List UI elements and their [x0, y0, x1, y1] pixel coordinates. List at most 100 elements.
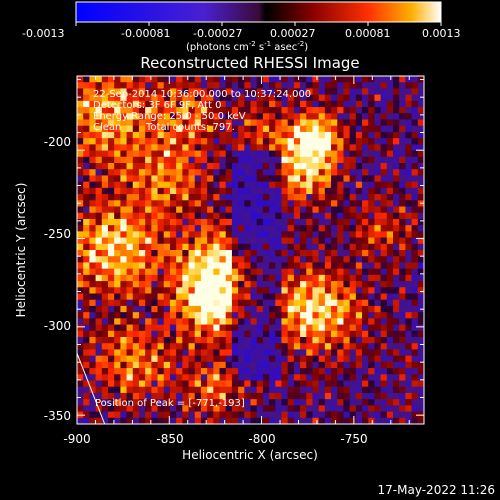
heatmap-cell — [138, 82, 146, 89]
heatmap-cell — [194, 225, 202, 232]
heatmap-cell — [405, 343, 413, 350]
heatmap-cell — [207, 361, 214, 369]
heatmap-cell — [349, 417, 357, 424]
heatmap-cell — [362, 138, 369, 145]
heatmap-cell — [219, 125, 227, 133]
heatmap-cell — [151, 343, 158, 350]
heatmap-cell — [176, 194, 183, 201]
heatmap-cell — [324, 125, 332, 133]
heatmap-cell — [417, 150, 424, 158]
heatmap-cell — [89, 337, 96, 344]
heatmap-cell — [213, 225, 220, 232]
info-detectors: Detectors: 3F 6F 9F, Att 0 — [93, 100, 221, 111]
heatmap-cell — [194, 299, 202, 307]
heatmap-cell — [405, 318, 413, 325]
heatmap-cell — [324, 187, 332, 195]
heatmap-cell — [300, 343, 307, 350]
heatmap-cell — [151, 169, 158, 176]
heatmap-cell — [405, 119, 413, 127]
heatmap-cell — [411, 243, 419, 251]
heatmap-cell — [312, 169, 320, 176]
heatmap-cell — [151, 337, 158, 344]
heatmap-cell — [417, 243, 424, 251]
heatmap-cell — [231, 361, 239, 369]
heatmap-cell — [219, 324, 227, 332]
heatmap-cell — [393, 399, 400, 406]
heatmap-cell — [138, 225, 146, 232]
heatmap-cell — [188, 231, 196, 238]
heatmap-cell — [343, 281, 351, 288]
heatmap-cell — [399, 88, 406, 96]
heatmap-cell — [231, 262, 239, 270]
heatmap-cell — [89, 212, 96, 220]
heatmap-cell — [269, 138, 276, 145]
heatmap-cell — [343, 131, 351, 139]
heatmap-cell — [95, 225, 103, 232]
heatmap-cell — [77, 274, 84, 282]
heatmap-cell — [157, 212, 165, 220]
heatmap-cell — [293, 392, 301, 400]
heatmap-cell — [411, 163, 419, 170]
heatmap-cell — [312, 237, 320, 245]
heatmap-cell — [324, 181, 332, 189]
heatmap-cell — [337, 386, 344, 394]
heatmap-cell — [207, 318, 214, 325]
heatmap-cell — [355, 268, 363, 276]
heatmap-cell — [225, 156, 233, 164]
heatmap-cell — [362, 368, 369, 375]
heatmap-cell — [331, 399, 338, 406]
heatmap-cell — [318, 305, 326, 313]
heatmap-cell — [151, 361, 158, 369]
heatmap-cell — [355, 138, 363, 145]
heatmap-cell — [176, 82, 183, 89]
heatmap-cell — [225, 399, 233, 406]
heatmap-cell — [238, 318, 245, 325]
heatmap-cell — [355, 131, 363, 139]
heatmap-cell — [312, 374, 320, 381]
heatmap-cell — [337, 374, 344, 381]
heatmap-cell — [145, 293, 152, 301]
heatmap-cell — [120, 343, 127, 350]
heatmap-cell — [399, 299, 406, 307]
heatmap-cell — [393, 100, 400, 108]
heatmap-cell — [331, 368, 338, 375]
heatmap-cell — [194, 107, 202, 114]
heatmap-cell — [262, 119, 270, 127]
heatmap-cell — [343, 417, 351, 424]
heatmap-cell — [213, 262, 220, 270]
heatmap-cell — [411, 330, 419, 338]
heatmap-cell — [207, 181, 214, 189]
info-clean: Clean — [93, 122, 121, 133]
heatmap-cell — [417, 262, 424, 270]
heatmap-cell — [374, 212, 382, 220]
heatmap-cell — [318, 237, 326, 245]
heatmap-cell — [374, 181, 382, 189]
heatmap-cell — [132, 399, 140, 406]
heatmap-cell — [213, 392, 220, 400]
heatmap-cell — [213, 274, 220, 282]
heatmap-cell — [256, 368, 264, 375]
heatmap-cell — [120, 274, 127, 282]
heatmap-cell — [188, 169, 196, 176]
heatmap-cell — [318, 293, 326, 301]
heatmap-cell — [300, 138, 307, 145]
heatmap-cell — [200, 374, 208, 381]
heatmap-cell — [83, 318, 90, 325]
heatmap-cell — [281, 337, 289, 344]
heatmap-cell — [163, 274, 171, 282]
heatmap-cell — [393, 274, 400, 282]
heatmap-cell — [231, 175, 239, 183]
heatmap-cell — [213, 100, 220, 108]
heatmap-cell — [200, 399, 208, 406]
heatmap-cell — [318, 343, 326, 350]
heatmap-cell — [386, 200, 394, 207]
heatmap-cell — [83, 355, 90, 363]
heatmap-cell — [200, 138, 208, 145]
heatmap-cell — [362, 100, 369, 108]
heatmap-cell — [188, 200, 196, 207]
heatmap-cell — [349, 318, 357, 325]
heatmap-cell — [312, 250, 320, 257]
heatmap-cell — [219, 163, 227, 170]
heatmap-cell — [107, 355, 115, 363]
heatmap-cell — [386, 206, 394, 214]
